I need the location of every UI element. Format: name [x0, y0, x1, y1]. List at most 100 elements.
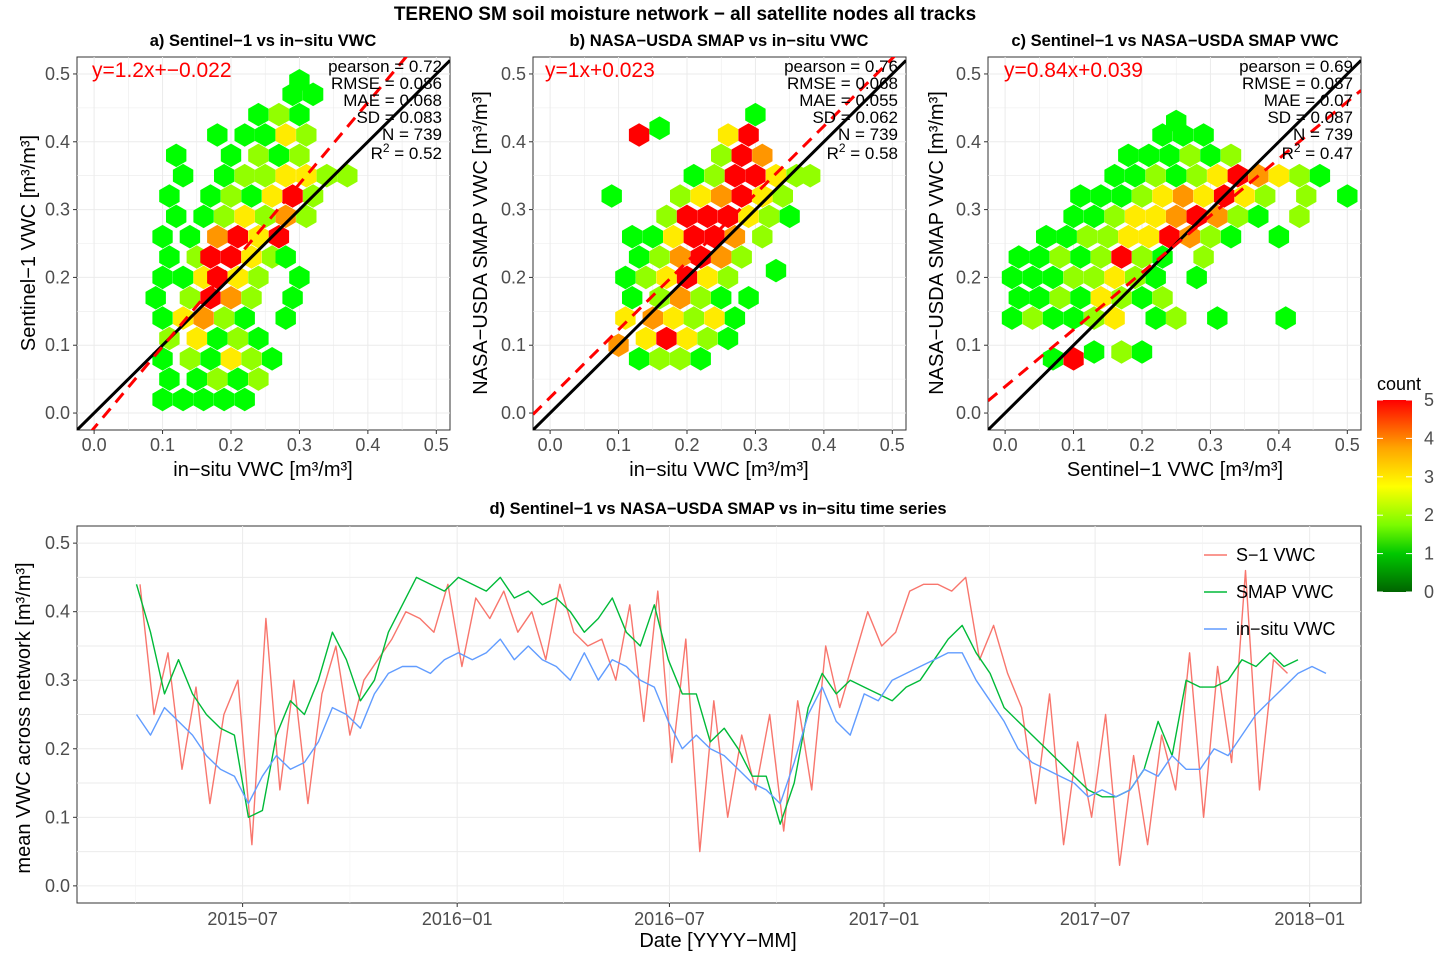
hex-bin	[711, 143, 732, 168]
y-tick-label: 0.5	[45, 533, 70, 553]
panel-c-x-ticks: 0.0 0.1 0.2 0.3 0.4 0.5	[993, 430, 1360, 455]
hex-bin	[628, 347, 650, 371]
panel-c-stat-n: N = 739	[1293, 125, 1353, 144]
hex-bin	[738, 123, 759, 147]
hex-bin	[1248, 204, 1269, 229]
panel-a-r2-value: 0.52	[409, 144, 442, 163]
hex-bin	[1063, 204, 1084, 229]
series-line-smap	[135, 576, 1299, 825]
hex-bin	[1193, 123, 1214, 147]
hex-bin	[1083, 265, 1105, 290]
hex-bin	[622, 224, 643, 249]
hex-bin	[172, 265, 194, 290]
one-to-one-line	[533, 59, 906, 430]
hex-bin	[1111, 245, 1132, 269]
hex-bin	[1172, 184, 1194, 208]
colorbar-tick-label: 0	[1424, 582, 1434, 602]
hex-bin	[152, 306, 173, 330]
hex-bin	[1090, 286, 1112, 310]
y-tick-label: 0.4	[956, 132, 981, 152]
panel-b-hexbins	[601, 102, 821, 371]
panel-d: d) Sentinel−1 vs NASA−USDA SMAP vs in−si…	[13, 500, 1362, 952]
hex-bin	[697, 326, 718, 351]
y-tick-label: 0.1	[956, 335, 981, 355]
hex-bin	[1166, 163, 1187, 188]
panel-d-y-ticks: 0.0 0.1 0.2 0.3 0.4 0.5	[45, 533, 77, 896]
hex-bin	[179, 286, 201, 310]
panel-a-stats: pearson = 0.72 RMSE = 0.086 MAE = 0.068 …	[328, 57, 442, 163]
y-tick-label: 0.5	[956, 64, 981, 84]
x-tick-label: 0.0	[538, 435, 563, 455]
hex-bin	[697, 265, 718, 290]
panel-a-hexbins	[145, 69, 358, 412]
hex-bin	[1220, 143, 1242, 168]
hex-bin	[649, 245, 670, 269]
panel-c-stat-r2: R2 = 0.47	[1282, 141, 1353, 163]
hex-bin	[289, 265, 310, 290]
hex-bin	[704, 163, 725, 188]
panel-a-equation: y=1.2x+−0.022	[92, 59, 232, 82]
panel-b-r2-value: 0.58	[865, 144, 898, 163]
y-tick-label: 0.4	[501, 132, 526, 152]
hex-bin	[1001, 265, 1023, 290]
hex-bin	[261, 347, 283, 371]
hex-bin	[1036, 224, 1057, 249]
hex-bin	[289, 69, 310, 93]
hex-bin	[670, 245, 691, 269]
panel-b-lines	[533, 57, 906, 430]
hex-bin	[234, 306, 255, 330]
hex-bin	[1049, 286, 1071, 310]
hex-bin	[289, 102, 310, 127]
hex-bin	[1042, 347, 1064, 371]
regression-line	[533, 57, 896, 416]
colorbar-tick-label: 3	[1424, 467, 1434, 487]
panel-c-y-ticks: 0.0 0.1 0.2 0.3 0.4 0.5	[956, 64, 988, 423]
colorbar-tick-label: 4	[1424, 428, 1434, 448]
hex-bin	[683, 224, 704, 249]
hex-bin	[255, 204, 276, 229]
hex-bin	[282, 184, 303, 208]
hex-bin	[214, 163, 235, 188]
hex-bin	[731, 143, 752, 168]
hex-bin	[172, 306, 194, 330]
regression-line	[988, 89, 1361, 402]
series-line-s1	[139, 569, 1288, 866]
colorbar-tick-label: 2	[1424, 505, 1434, 525]
y-tick-label: 0.1	[501, 335, 526, 355]
y-tick-label: 0.4	[45, 132, 70, 152]
legend-label-s1: S−1 VWC	[1236, 545, 1316, 565]
hex-bin	[268, 143, 290, 168]
panel-a-x-ticks: 0.0 0.1 0.2 0.3 0.4 0.5	[82, 430, 449, 455]
panel-c-title: c) Sentinel−1 vs NASA−USDA SMAP VWC	[1011, 32, 1338, 50]
hex-bin	[200, 245, 221, 269]
hex-bin	[649, 347, 670, 371]
hex-bin	[234, 163, 255, 188]
x-tick-label: 0.4	[811, 435, 836, 455]
hex-bin	[159, 245, 180, 269]
regression-line	[90, 57, 409, 430]
hex-bin	[1186, 265, 1207, 290]
hex-bin	[1104, 163, 1125, 188]
hex-bin	[711, 245, 732, 269]
y-tick-label: 0.2	[501, 267, 526, 287]
hex-bin	[255, 123, 276, 147]
hex-bin	[1227, 163, 1248, 188]
hex-bin	[690, 184, 711, 208]
hex-bin	[1090, 184, 1112, 208]
panel-c-stat-rmse: RMSE = 0.087	[1242, 74, 1353, 93]
y-tick-label: 0.2	[45, 267, 70, 287]
hex-bin	[1166, 109, 1187, 134]
hex-bin	[227, 224, 248, 249]
hex-bin	[649, 286, 670, 310]
hex-bin	[1118, 143, 1139, 168]
hex-bin	[220, 245, 242, 269]
x-tick-label: 0.1	[1061, 435, 1086, 455]
hex-bin	[227, 326, 248, 351]
hex-bin	[214, 306, 235, 330]
panel-c-x-label: Sentinel−1 VWC [m³/m³]	[1067, 459, 1283, 481]
hex-bin	[1042, 306, 1064, 330]
hex-bin	[615, 265, 636, 290]
hex-bin	[207, 123, 228, 147]
hex-bin	[1042, 265, 1064, 290]
panel-b-stat-rmse: RMSE = 0.068	[787, 74, 898, 93]
